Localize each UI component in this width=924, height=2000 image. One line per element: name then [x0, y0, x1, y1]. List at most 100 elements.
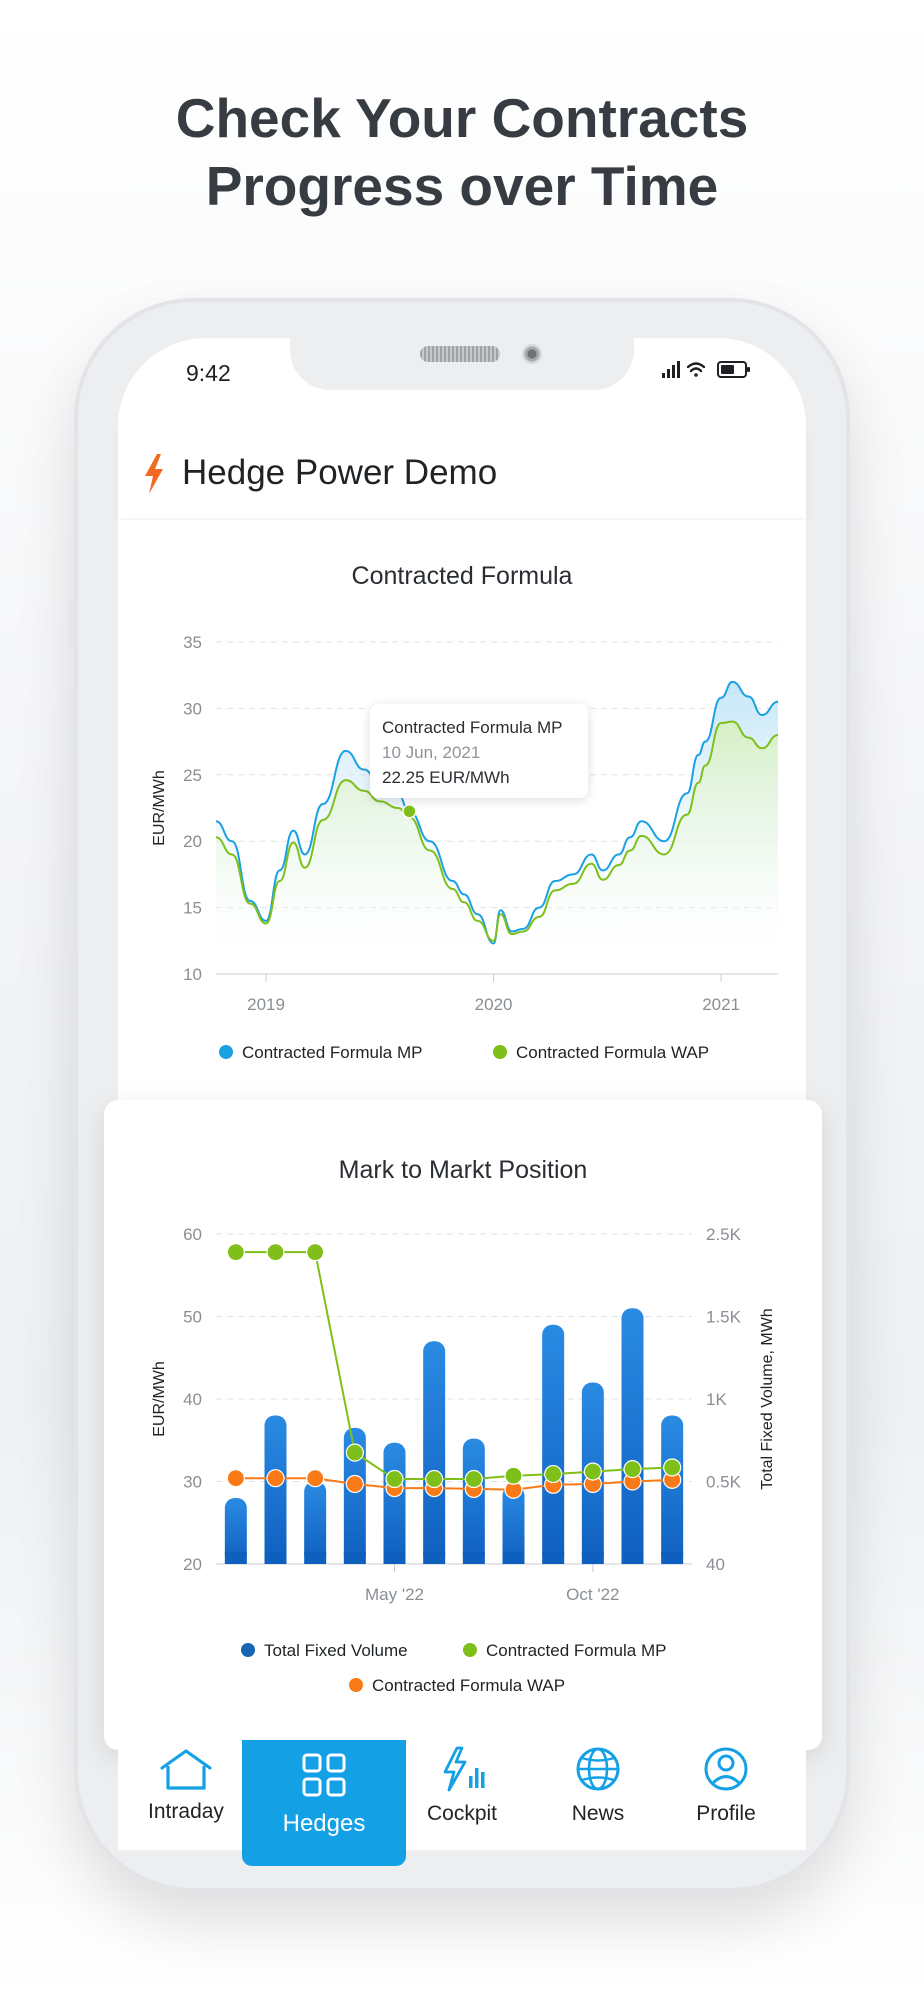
legend-swatch	[219, 1045, 233, 1059]
volume-bar-base	[264, 1552, 287, 1564]
globe-icon	[576, 1747, 620, 1791]
nav-active-highlight	[242, 1740, 406, 1866]
legend-label: Contracted Formula MP	[242, 1043, 422, 1062]
volume-bar	[383, 1442, 406, 1564]
nav-label: Hedges	[282, 1810, 366, 1837]
volume-bar-base	[423, 1552, 446, 1564]
volume-bar	[542, 1324, 565, 1564]
user-icon	[704, 1747, 748, 1791]
app-title: Hedge Power Demo	[182, 453, 498, 492]
y-tick-label: 35	[183, 633, 202, 652]
y2-tick-label: 0.5K	[706, 1473, 742, 1492]
volume-bar-base	[621, 1552, 644, 1564]
x-tick-label: Oct '22	[566, 1585, 619, 1604]
legend-label: Contracted Formula MP	[486, 1641, 666, 1660]
series-point	[623, 1460, 642, 1479]
series-point	[583, 1462, 602, 1481]
y-tick-label: 50	[183, 1308, 202, 1327]
home-icon	[160, 1749, 212, 1790]
y-axis-label: EUR/MWh	[151, 770, 168, 846]
volume-bar-base	[343, 1552, 366, 1564]
tooltip-marker	[402, 804, 417, 819]
nav-item-news[interactable]: News	[542, 1746, 654, 1826]
series-point	[425, 1469, 444, 1489]
y-tick-label: 30	[183, 1473, 202, 1492]
legend-label: Contracted Formula WAP	[516, 1043, 709, 1062]
volume-bar	[224, 1498, 247, 1564]
y-tick-label: 20	[183, 1555, 202, 1574]
chart-title: Mark to Markt Position	[338, 1156, 588, 1184]
y-tick-label: 30	[183, 699, 202, 718]
nav-item-cockpit[interactable]: Cockpit	[406, 1746, 518, 1826]
mark-to-market-chart: 20 40 30 0.5K 40 1K 50 1.5K 60 2.5K EUR/MWh Total F…	[151, 1225, 776, 1695]
nav-item-profile[interactable]: Profile	[670, 1746, 782, 1826]
volume-bar	[304, 1481, 327, 1564]
volume-bar	[462, 1438, 485, 1564]
y-tick-label: 40	[183, 1390, 202, 1409]
status-bar-icons	[662, 361, 750, 378]
y-axis-label: EUR/MWh	[151, 1361, 168, 1437]
app-header	[118, 430, 806, 518]
volume-bar-base	[224, 1552, 247, 1564]
series-point	[544, 1464, 563, 1484]
y2-tick-label: 1K	[706, 1390, 727, 1409]
volume-bar-base	[462, 1552, 485, 1564]
volume-bar	[661, 1415, 684, 1564]
series-line	[215, 720, 779, 942]
y2-axis-label: Total Fixed Volume, MWh	[759, 1308, 776, 1489]
series-point	[266, 1243, 285, 1262]
series-point	[385, 1469, 404, 1489]
grid-icon	[302, 1753, 346, 1797]
y-tick-label: 20	[183, 832, 202, 851]
mark-to-market-card: Mark to Markt Position	[104, 1100, 822, 1750]
phone-power-button	[848, 750, 854, 910]
nav-label: Intraday	[148, 1800, 224, 1823]
phone-volume-button	[68, 690, 74, 780]
nav-item-hedges[interactable]: Hedges	[242, 1750, 406, 1838]
phone-volume-button	[68, 600, 74, 650]
y2-tick-label: 40	[706, 1555, 725, 1574]
volume-bar	[343, 1427, 366, 1564]
bolt-logo-icon	[145, 454, 163, 494]
y-tick-label: 60	[183, 1225, 202, 1244]
speaker-grille	[420, 346, 500, 362]
x-tick-label: 2021	[702, 995, 740, 1014]
series-point	[226, 1469, 245, 1488]
contracted-formula-chart: 10 15 20 25 30 35 2019 2020 2021 EUR/MWh Contracte…	[151, 633, 779, 1062]
x-tick-label: May '22	[365, 1585, 424, 1604]
volume-bar-base	[383, 1552, 406, 1564]
chart-title: Contracted Formula	[351, 562, 573, 590]
tooltip-value: 22.25 EUR/MWh	[382, 768, 510, 787]
series-line	[235, 1251, 673, 1481]
wifi-icon	[686, 362, 706, 377]
phone-volume-button	[68, 840, 74, 950]
series-point	[226, 1243, 245, 1262]
volume-bar-base	[581, 1552, 604, 1564]
y2-tick-label: 1.5K	[706, 1308, 742, 1327]
chart-tooltip: Contracted Formula MP 10 Jun, 2021 22.25…	[370, 704, 588, 798]
y-tick-label: 10	[183, 965, 202, 984]
series-line	[215, 680, 779, 945]
volume-bar	[264, 1415, 287, 1564]
y-tick-label: 25	[183, 766, 202, 785]
legend-swatch	[349, 1678, 363, 1692]
series-area	[216, 721, 778, 974]
battery-icon	[717, 361, 750, 378]
series-point	[266, 1469, 285, 1488]
volume-bar-base	[661, 1552, 684, 1564]
series-point	[504, 1466, 523, 1485]
volume-bar-base	[502, 1552, 525, 1564]
series-point	[306, 1469, 325, 1488]
legend-swatch	[241, 1643, 255, 1657]
series-point	[345, 1474, 364, 1494]
tooltip-date: 10 Jun, 2021	[382, 743, 481, 762]
legend-swatch	[493, 1045, 507, 1059]
x-tick-label: 2020	[475, 995, 513, 1014]
headline-line-2: Progress over Time	[205, 155, 719, 217]
legend-label: Contracted Formula WAP	[372, 1676, 565, 1695]
nav-item-intraday[interactable]: Intraday	[130, 1748, 242, 1824]
series-point	[306, 1243, 325, 1262]
volume-bar	[502, 1485, 525, 1564]
status-time: 9:42	[186, 360, 231, 386]
headline-line-1: Check Your Contracts	[175, 87, 749, 149]
